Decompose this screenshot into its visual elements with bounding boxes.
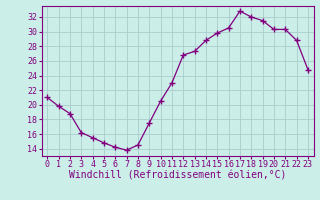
- X-axis label: Windchill (Refroidissement éolien,°C): Windchill (Refroidissement éolien,°C): [69, 171, 286, 181]
